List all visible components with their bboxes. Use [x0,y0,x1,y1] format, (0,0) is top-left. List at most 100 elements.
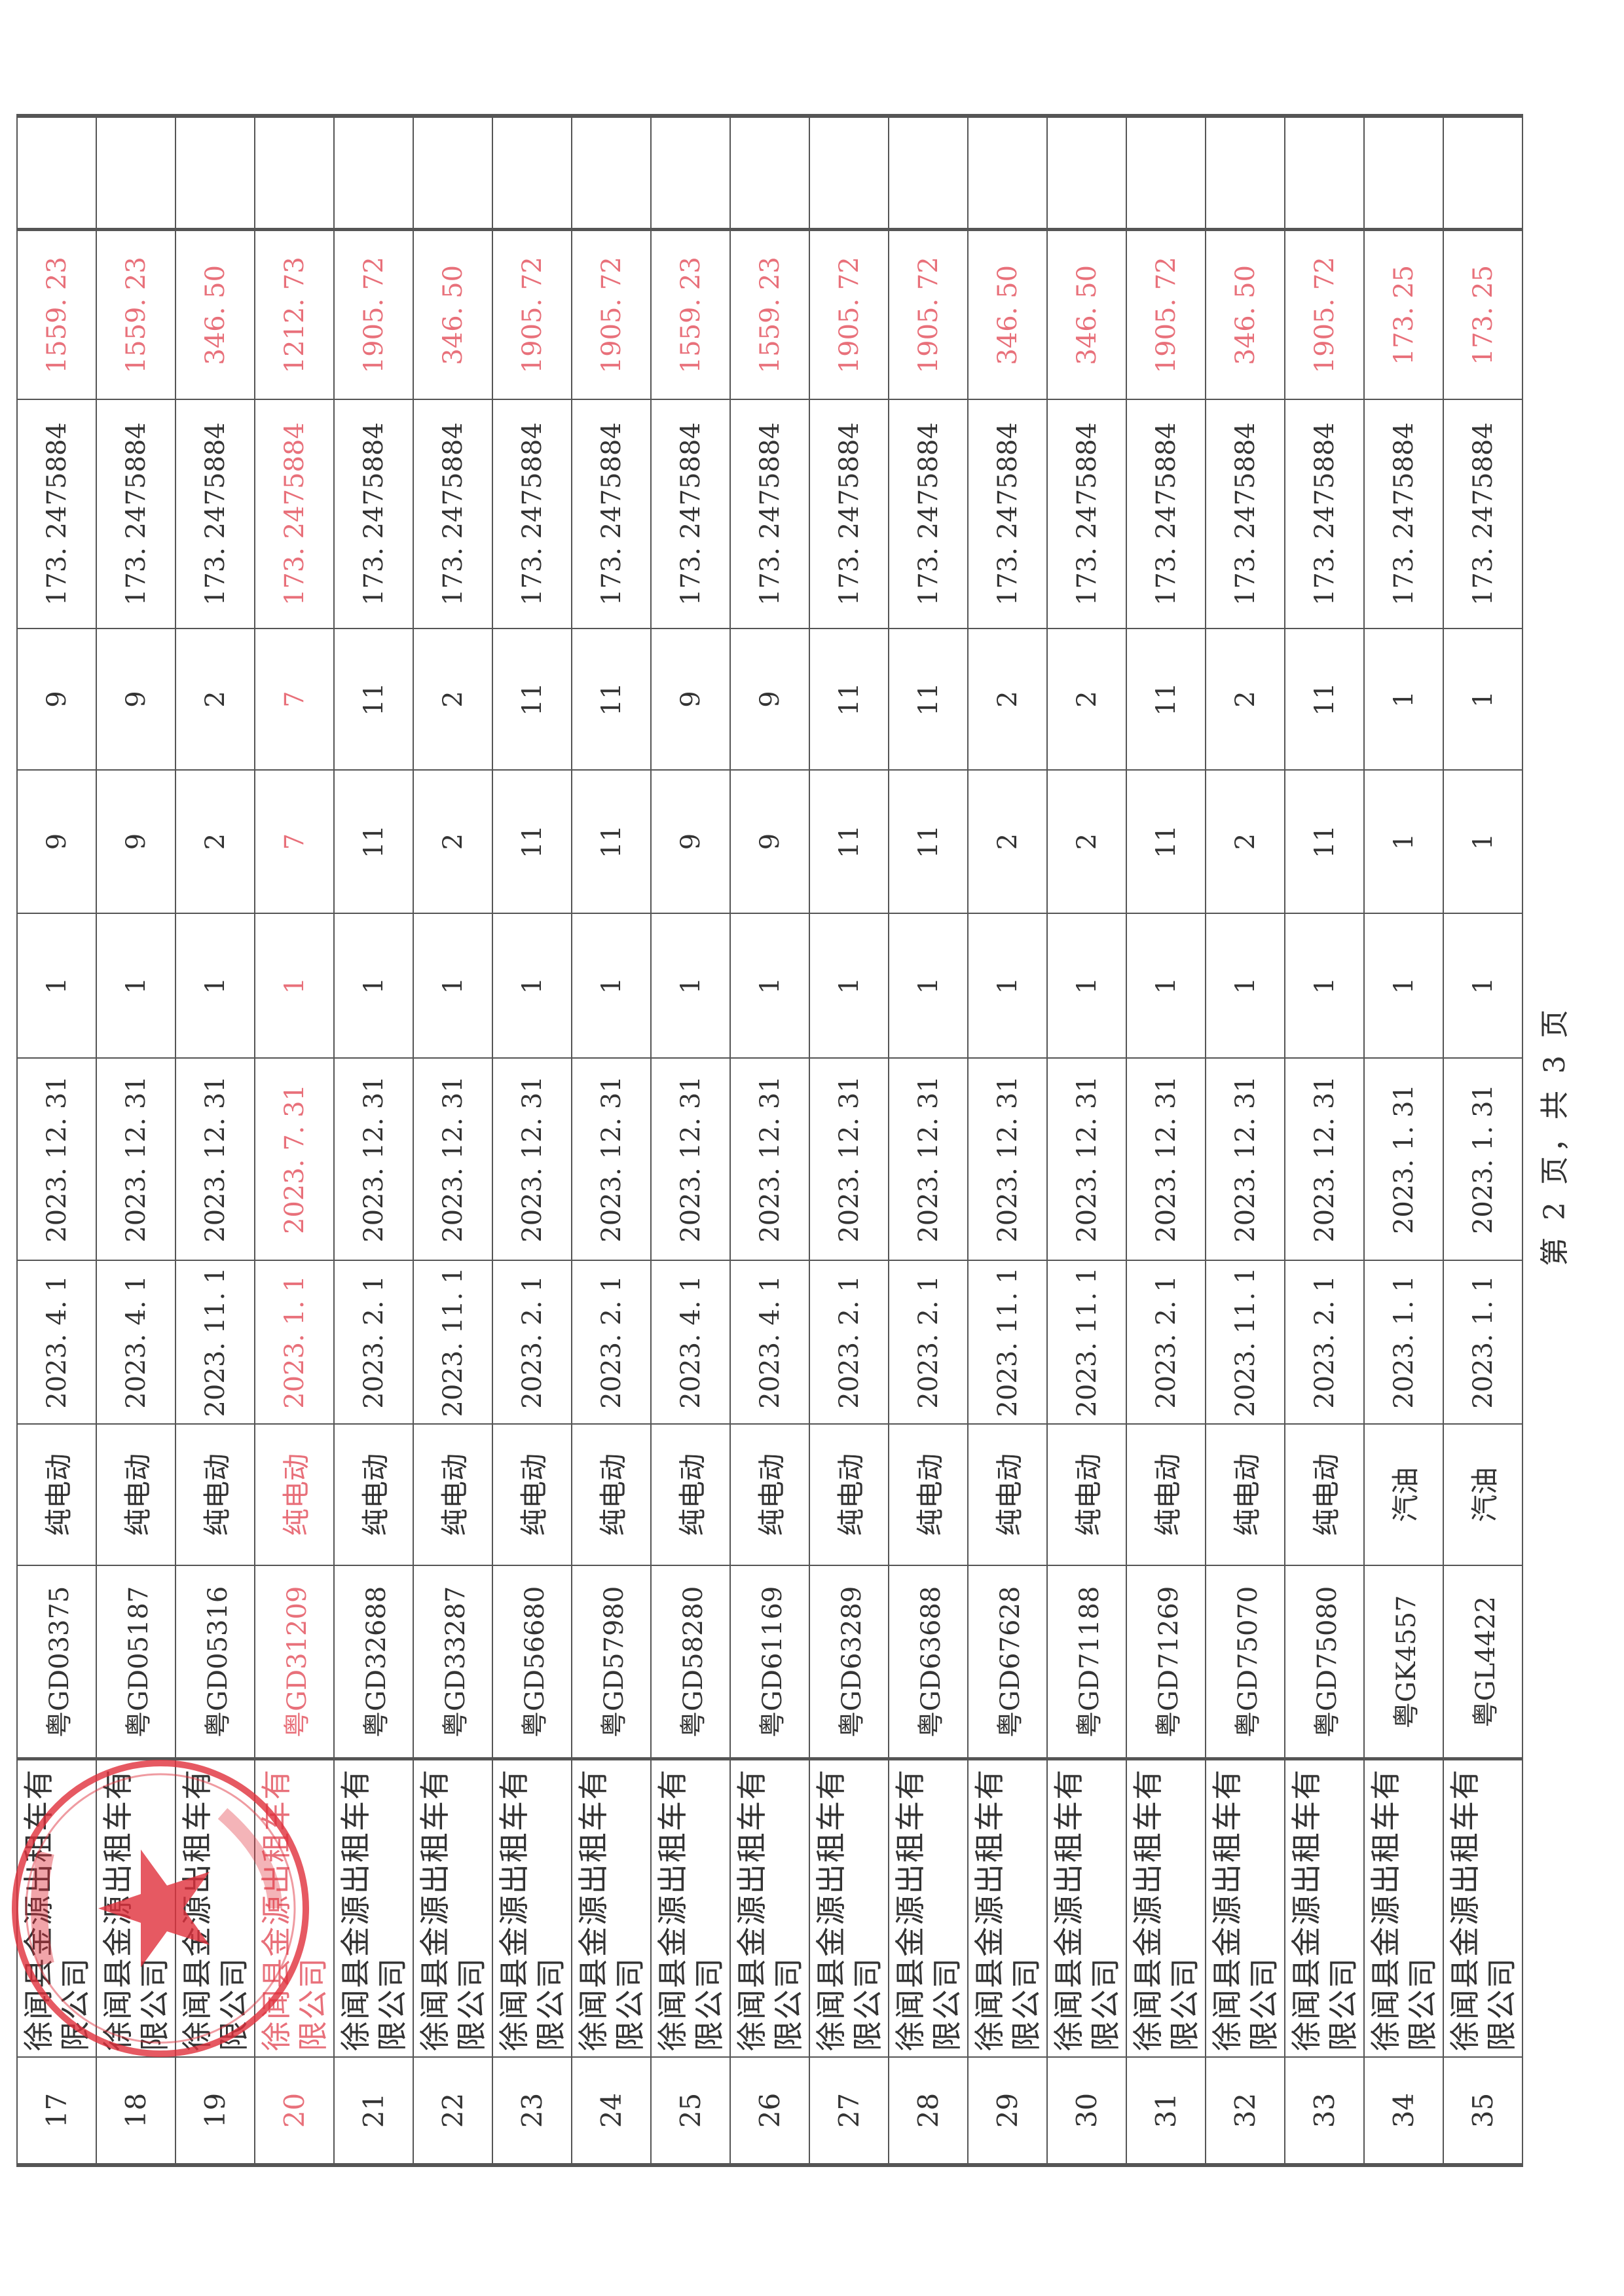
end-date: 2023. 1. 31 [1443,1058,1522,1260]
subsidy-months: 11 [334,629,413,770]
end-date: 2023. 1. 31 [1364,1058,1443,1260]
plate-number: 粤GD67628 [968,1565,1047,1759]
subsidy-amount: 1905. 72 [809,230,889,399]
subsidy-amount: 1905. 72 [572,230,651,399]
remarks-cell [96,116,175,230]
months-count: 11 [889,770,968,913]
months-count: 11 [1126,770,1206,913]
subsidy-amount: 1905. 72 [334,230,413,399]
table-row: 21 徐闻县金源出租车有限公司 粤GD32688 纯电动 2023. 2. 1 2023.… [334,116,413,2165]
start-date: 2023. 2. 1 [889,1260,968,1424]
subsidy-amount: 1559. 23 [17,230,96,399]
plate-number: 粤GD63688 [889,1565,968,1759]
remarks-cell [1126,116,1206,230]
start-date: 2023. 11. 1 [968,1260,1047,1424]
table-row: 26 徐闻县金源出租车有限公司 粤GD61169 纯电动 2023. 4. 1 2023.… [730,116,809,2165]
end-date: 2023. 12. 31 [96,1058,175,1260]
plate-number: 粤GD03375 [17,1565,96,1759]
subsidy-amount: 1212. 73 [255,230,334,399]
fuel-type: 纯电动 [492,1424,572,1565]
company-name: 徐闻县金源出租车有限公司 [651,1759,730,2057]
subsidy-amount: 173. 25 [1364,230,1443,399]
subsidy-table: 17 徐闻县金源出租车有限公司 粤GD03375 纯电动 2023. 4. 1 2023.… [16,114,1523,2167]
start-date: 2023. 2. 1 [1285,1260,1364,1424]
fuel-type: 纯电动 [334,1424,413,1565]
vehicle-count: 1 [17,913,96,1058]
subsidy-months: 2 [1047,629,1126,770]
months-count: 2 [1206,770,1285,913]
fuel-type: 纯电动 [1206,1424,1285,1565]
row-number: 21 [334,2057,413,2165]
vehicle-count: 1 [492,913,572,1058]
subsidy-months: 9 [17,629,96,770]
subsidy-months: 11 [809,629,889,770]
remarks-cell [1047,116,1126,230]
start-date: 2023. 4. 1 [651,1260,730,1424]
remarks-cell [175,116,255,230]
subsidy-months: 11 [889,629,968,770]
plate-number: 粤GD31209 [255,1565,334,1759]
unit-rate: 173. 2475884 [968,399,1047,629]
table-row: 28 徐闻县金源出租车有限公司 粤GD63688 纯电动 2023. 2. 1 2023.… [889,116,968,2165]
plate-number: 粤GD32688 [334,1565,413,1759]
company-name: 徐闻县金源出租车有限公司 [572,1759,651,2057]
fuel-type: 汽油 [1364,1424,1443,1565]
fuel-type: 纯电动 [572,1424,651,1565]
remarks-cell [492,116,572,230]
vehicle-count: 1 [96,913,175,1058]
row-number: 20 [255,2057,334,2165]
fuel-type: 纯电动 [413,1424,492,1565]
company-name: 徐闻县金源出租车有限公司 [1047,1759,1126,2057]
company-name: 徐闻县金源出租车有限公司 [175,1759,255,2057]
months-count: 9 [730,770,809,913]
months-count: 9 [651,770,730,913]
remarks-cell [413,116,492,230]
row-number: 17 [17,2057,96,2165]
remarks-cell [334,116,413,230]
unit-rate: 173. 2475884 [1126,399,1206,629]
remarks-cell [889,116,968,230]
vehicle-count: 1 [1443,913,1522,1058]
company-name: 徐闻县金源出租车有限公司 [255,1759,334,2057]
row-number: 35 [1443,2057,1522,2165]
unit-rate: 173. 2475884 [492,399,572,629]
remarks-cell [809,116,889,230]
vehicle-count: 1 [175,913,255,1058]
company-name: 徐闻县金源出租车有限公司 [492,1759,572,2057]
table-row: 19 徐闻县金源出租车有限公司 粤GD05316 纯电动 2023. 11. 1 2023… [175,116,255,2165]
subsidy-months: 9 [96,629,175,770]
unit-rate: 173. 2475884 [334,399,413,629]
plate-number: 粤GD71269 [1126,1565,1206,1759]
row-number: 27 [809,2057,889,2165]
table-row: 25 徐闻县金源出租车有限公司 粤GD58280 纯电动 2023. 4. 1 2023.… [651,116,730,2165]
vehicle-count: 1 [1285,913,1364,1058]
end-date: 2023. 12. 31 [1285,1058,1364,1260]
plate-number: 粤GD33287 [413,1565,492,1759]
company-name: 徐闻县金源出租车有限公司 [730,1759,809,2057]
end-date: 2023. 12. 31 [17,1058,96,1260]
row-number: 29 [968,2057,1047,2165]
remarks-cell [572,116,651,230]
table-row: 22 徐闻县金源出租车有限公司 粤GD33287 纯电动 2023. 11. 1 2023… [413,116,492,2165]
subsidy-amount: 1559. 23 [96,230,175,399]
company-name: 徐闻县金源出租车有限公司 [809,1759,889,2057]
end-date: 2023. 12. 31 [889,1058,968,1260]
end-date: 2023. 12. 31 [1206,1058,1285,1260]
plate-number: 粤GD61169 [730,1565,809,1759]
fuel-type: 纯电动 [889,1424,968,1565]
row-number: 22 [413,2057,492,2165]
vehicle-count: 1 [255,913,334,1058]
months-count: 2 [968,770,1047,913]
start-date: 2023. 2. 1 [809,1260,889,1424]
row-number: 23 [492,2057,572,2165]
unit-rate: 173. 2475884 [255,399,334,629]
subsidy-amount: 1559. 23 [651,230,730,399]
months-count: 9 [96,770,175,913]
subsidy-amount: 346. 50 [968,230,1047,399]
end-date: 2023. 12. 31 [730,1058,809,1260]
remarks-cell [17,116,96,230]
company-name: 徐闻县金源出租车有限公司 [1206,1759,1285,2057]
start-date: 2023. 11. 1 [413,1260,492,1424]
fuel-type: 纯电动 [96,1424,175,1565]
subsidy-months: 11 [492,629,572,770]
